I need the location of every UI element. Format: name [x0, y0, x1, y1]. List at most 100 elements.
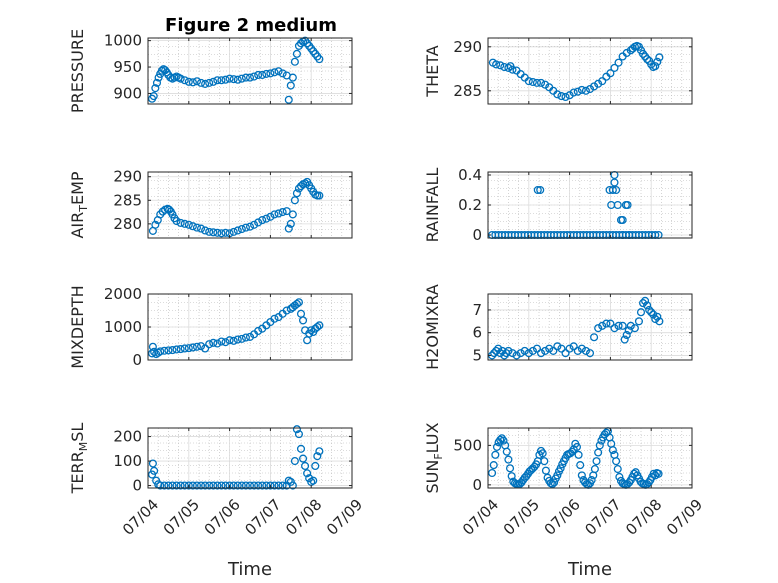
data-point — [209, 338, 218, 347]
data-point — [205, 340, 214, 349]
data-point — [587, 476, 596, 485]
data-point — [156, 481, 165, 490]
data-point — [630, 324, 639, 333]
data-point — [540, 457, 549, 466]
x-tick-label: 07/08 — [622, 496, 665, 539]
data-point — [274, 209, 283, 218]
data-point — [569, 342, 578, 351]
data-point — [610, 178, 619, 187]
data-point — [565, 91, 574, 100]
data-point — [245, 73, 255, 82]
data-point — [217, 481, 226, 490]
data-point — [590, 82, 599, 91]
subplot-air-temp: 280 285 290 AIRTEMP — [68, 168, 353, 239]
data-point — [492, 346, 501, 355]
data-point — [655, 53, 664, 62]
y-axis-label: MIXDEPTH — [68, 285, 87, 368]
data-point — [512, 351, 521, 360]
data-point — [154, 73, 163, 82]
x-tick-label: 07/04 — [459, 496, 502, 539]
y-tick-label: 285 — [453, 82, 482, 100]
y-tick-label: 0.2 — [458, 196, 482, 214]
data-point — [612, 457, 621, 466]
data-point — [496, 435, 505, 444]
data-point — [180, 76, 189, 85]
data-point — [574, 450, 583, 459]
data-point — [292, 49, 301, 58]
data-point — [270, 314, 279, 323]
data-point — [508, 349, 517, 358]
data-point — [205, 481, 214, 490]
data-point — [262, 69, 271, 78]
data-point — [148, 459, 157, 468]
data-point — [499, 436, 508, 445]
data-point — [221, 481, 230, 490]
data-point — [241, 333, 250, 342]
data-point — [294, 184, 304, 193]
data-point — [213, 481, 222, 490]
data-point — [585, 349, 595, 358]
data-point — [192, 77, 202, 86]
data-point — [504, 346, 513, 355]
data-point — [254, 70, 263, 80]
data-point — [284, 95, 293, 104]
data-point — [655, 317, 664, 326]
data-point — [254, 481, 263, 490]
data-point — [288, 210, 297, 219]
data-point — [649, 310, 658, 319]
data-point — [201, 344, 210, 353]
data-point — [598, 77, 607, 86]
data-point — [594, 324, 603, 333]
data-point — [606, 69, 615, 78]
data-point — [221, 228, 230, 237]
data-point — [618, 321, 627, 330]
data-point — [532, 344, 542, 353]
data-point — [618, 215, 627, 225]
data-point — [536, 349, 546, 358]
data-point — [233, 481, 242, 490]
x-tick-label: 07/06 — [541, 496, 584, 539]
data-point — [172, 481, 181, 490]
data-point — [184, 481, 193, 490]
x-tick-label: 07/04 — [119, 496, 162, 539]
axes-box — [147, 427, 353, 489]
y-tick-label: 0 — [472, 476, 482, 494]
data-point — [653, 57, 662, 66]
data-point — [528, 77, 537, 87]
data-point — [595, 441, 604, 450]
data-point — [541, 80, 550, 89]
data-point — [524, 77, 533, 86]
data-point — [184, 77, 193, 86]
axes-box — [487, 427, 693, 489]
data-point — [614, 58, 623, 67]
data-point — [196, 224, 206, 233]
data-point — [645, 305, 654, 314]
data-point — [634, 317, 644, 326]
data-point — [545, 344, 554, 353]
data-point — [188, 343, 197, 352]
data-point — [301, 179, 310, 188]
data-point — [301, 461, 310, 471]
data-point — [188, 78, 197, 87]
data-point — [250, 481, 259, 490]
data-point — [622, 48, 631, 58]
data-point — [577, 344, 586, 353]
data-point — [557, 344, 566, 353]
data-point — [653, 312, 662, 321]
data-point — [254, 326, 263, 336]
data-point — [507, 472, 516, 481]
data-point — [225, 74, 234, 83]
data-point — [192, 481, 202, 490]
axes-box — [147, 171, 353, 239]
data-point — [505, 464, 515, 473]
data-point — [180, 481, 189, 490]
data-point — [553, 90, 562, 99]
data-point — [254, 218, 263, 227]
data-point — [245, 222, 255, 231]
data-point — [613, 200, 622, 210]
data-point — [500, 351, 509, 360]
figure-title: Figure 2 medium — [165, 15, 337, 36]
data-point — [168, 481, 177, 490]
data-point — [278, 208, 287, 217]
